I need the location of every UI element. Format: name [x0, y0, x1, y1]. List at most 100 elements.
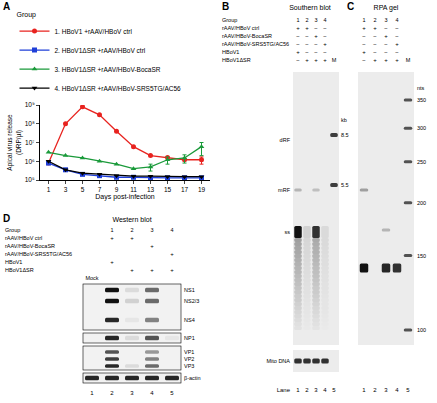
svg-text:8.5: 8.5 [341, 132, 349, 138]
svg-text:1: 1 [110, 227, 113, 233]
svg-text:+: + [130, 235, 134, 241]
svg-text:1: 1 [362, 387, 366, 393]
svg-text:4: 4 [323, 17, 326, 23]
svg-text:+: + [150, 267, 154, 273]
svg-text:−: − [384, 49, 388, 55]
svg-text:4: 4 [150, 390, 154, 396]
svg-text:100: 100 [417, 327, 426, 333]
svg-text:2: 2 [373, 387, 377, 393]
svg-text:3: 3 [314, 387, 318, 393]
svg-text:+: + [384, 57, 388, 63]
svg-text:9: 9 [115, 186, 119, 193]
svg-text:+: + [130, 267, 134, 273]
svg-text:4: 4 [395, 17, 398, 23]
svg-text:1: 1 [296, 17, 299, 23]
svg-text:nts: nts [417, 85, 425, 91]
svg-text:3: 3 [150, 227, 153, 233]
svg-text:19: 19 [198, 186, 206, 193]
svg-text:−: − [323, 49, 327, 55]
svg-text:+: + [373, 25, 377, 31]
svg-text:+: + [110, 235, 114, 241]
svg-text:3: 3 [130, 390, 134, 396]
svg-text:200: 200 [417, 200, 426, 206]
svg-text:2: 2 [373, 17, 376, 23]
svg-text:HBoV1: HBoV1 [5, 259, 22, 265]
svg-text:1: 1 [296, 387, 300, 393]
svg-text:HBoV1ΔSR: HBoV1ΔSR [222, 57, 251, 63]
svg-text:HBoV1: HBoV1 [222, 49, 239, 55]
svg-text:13: 13 [147, 186, 155, 193]
svg-text:−: − [373, 49, 377, 55]
svg-text:17: 17 [181, 186, 189, 193]
svg-text:+: + [110, 259, 114, 265]
svg-text:4: 4 [323, 387, 327, 393]
svg-text:+: + [323, 41, 327, 47]
svg-text:rAAV/HBoV-SRS5TG/AC56: rAAV/HBoV-SRS5TG/AC56 [5, 251, 72, 257]
svg-text:11: 11 [130, 186, 137, 193]
svg-text:Western blot: Western blot [112, 216, 151, 223]
svg-text:2. HBoV1ΔSR +rAAV/HBoV ctrl: 2. HBoV1ΔSR +rAAV/HBoV ctrl [55, 47, 146, 54]
svg-text:−: − [395, 25, 399, 31]
svg-text:−: − [305, 49, 309, 55]
svg-text:Southern blot: Southern blot [289, 4, 331, 11]
svg-text:10⁸: 10⁸ [25, 120, 35, 127]
svg-text:−: − [384, 41, 388, 47]
svg-text:Group: Group [5, 227, 20, 233]
svg-text:−: − [296, 33, 300, 39]
svg-text:−: − [362, 33, 366, 39]
svg-text:rAAV/HBoV-BocaSR: rAAV/HBoV-BocaSR [222, 33, 272, 39]
svg-text:300: 300 [417, 125, 426, 131]
svg-text:−: − [384, 25, 388, 31]
svg-text:1: 1 [90, 390, 94, 396]
svg-text:Mock: Mock [85, 275, 98, 281]
svg-text:10⁵: 10⁵ [25, 176, 35, 183]
svg-text:+: + [323, 57, 327, 63]
svg-text:A: A [3, 1, 10, 12]
svg-text:4. HBoV1ΔSR +rAAV/HBoV-SRS5TG/: 4. HBoV1ΔSR +rAAV/HBoV-SRS5TG/AC56 [55, 85, 182, 92]
svg-text:250: 250 [417, 159, 426, 165]
svg-text:+: + [395, 41, 399, 47]
svg-text:+: + [305, 25, 309, 31]
svg-text:VP1: VP1 [184, 349, 194, 355]
svg-text:3: 3 [384, 17, 387, 23]
svg-text:NS2/3: NS2/3 [184, 298, 199, 304]
svg-text:5.5: 5.5 [341, 182, 349, 188]
svg-text:1: 1 [47, 186, 51, 193]
svg-text:Apical virus release(DRP/µl): Apical virus release(DRP/µl) [6, 114, 22, 171]
svg-text:3: 3 [64, 186, 68, 193]
svg-text:5: 5 [81, 186, 85, 193]
svg-text:M: M [406, 57, 411, 63]
svg-text:−: − [323, 25, 327, 31]
svg-text:−: − [314, 49, 318, 55]
svg-text:NS4: NS4 [184, 317, 195, 323]
svg-text:−: − [323, 33, 327, 39]
svg-text:2: 2 [305, 387, 309, 393]
svg-text:−: − [362, 57, 366, 63]
svg-text:+: + [395, 57, 399, 63]
svg-text:−: − [314, 25, 318, 31]
svg-text:150: 150 [417, 253, 426, 259]
svg-text:+: + [305, 57, 309, 63]
svg-text:dRF: dRF [280, 137, 291, 143]
svg-text:mRF: mRF [278, 187, 291, 193]
svg-text:3. HBoV1ΔSR +rAAV/HBoV-BocaSR: 3. HBoV1ΔSR +rAAV/HBoV-BocaSR [55, 66, 161, 73]
svg-text:rAAV/HBoV ctrl: rAAV/HBoV ctrl [222, 25, 259, 31]
svg-text:−: − [296, 41, 300, 47]
svg-text:C: C [347, 1, 354, 12]
svg-text:10⁷: 10⁷ [25, 139, 35, 146]
svg-text:rAAV/HBoV-SRS5TG/AC56: rAAV/HBoV-SRS5TG/AC56 [222, 41, 289, 47]
svg-text:+: + [373, 57, 377, 63]
svg-text:3: 3 [314, 17, 317, 23]
svg-text:3: 3 [384, 387, 388, 393]
svg-text:−: − [296, 57, 300, 63]
svg-text:15: 15 [164, 186, 172, 193]
svg-text:−: − [395, 33, 399, 39]
svg-text:+: + [170, 251, 174, 257]
svg-text:5: 5 [170, 390, 174, 396]
svg-text:1: 1 [362, 17, 365, 23]
svg-text:−: − [305, 41, 309, 47]
svg-text:5: 5 [406, 387, 410, 393]
svg-text:Group: Group [17, 11, 37, 19]
svg-text:−: − [373, 41, 377, 47]
svg-text:+: + [384, 33, 388, 39]
